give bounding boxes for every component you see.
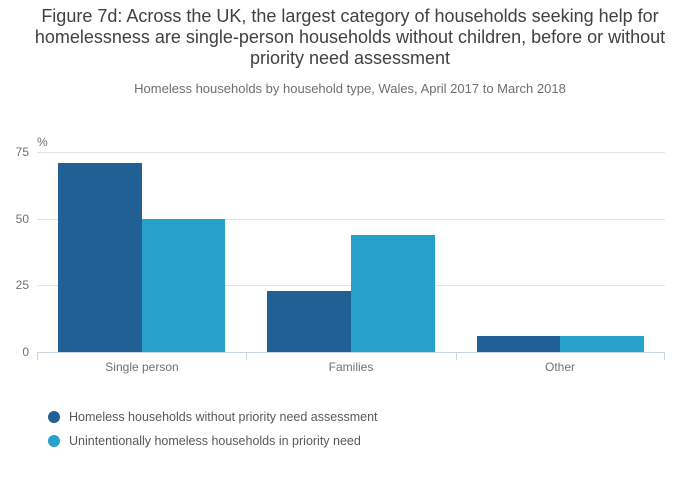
y-tick-label-0: 0 (22, 345, 29, 359)
bar-families-series-0 (267, 290, 351, 352)
legend-item-without-priority-need: Homeless households without priority nee… (48, 409, 378, 425)
legend-swatch-light-blue-icon (48, 435, 60, 447)
bar-single-person-series-0 (57, 162, 142, 352)
legend-label: Homeless households without priority nee… (69, 410, 378, 424)
x-axis-tick (664, 352, 665, 360)
legend: Homeless households without priority nee… (48, 409, 378, 457)
x-axis-line (37, 352, 665, 353)
x-category-label-single-person: Single person (105, 360, 179, 374)
x-axis-tick (37, 352, 38, 360)
legend-label: Unintentionally homeless households in p… (69, 434, 361, 448)
plot-area (37, 152, 665, 360)
bar-families-series-1 (351, 234, 435, 352)
x-axis-tick (456, 352, 457, 360)
chart-title: Figure 7d: Across the UK, the largest ca… (34, 6, 666, 68)
bar-other-series-1 (560, 336, 645, 352)
gridline-75 (37, 152, 665, 153)
y-tick-label-25: 25 (15, 278, 29, 292)
bar-single-person-series-1 (141, 218, 226, 352)
y-tick-label-50: 50 (15, 212, 29, 226)
x-category-label-families: Families (328, 360, 374, 374)
y-tick-label-75: 75 (15, 145, 29, 159)
bar-other-series-0 (476, 336, 561, 352)
legend-swatch-dark-blue-icon (48, 411, 60, 423)
chart-subtitle: Homeless households by household type, W… (134, 81, 566, 96)
x-axis-tick (246, 352, 247, 360)
x-category-label-other: Other (544, 360, 575, 374)
gridline-50 (37, 218, 665, 220)
y-axis-unit-label: % (37, 135, 48, 149)
legend-item-in-priority-need: Unintentionally homeless households in p… (48, 433, 378, 449)
